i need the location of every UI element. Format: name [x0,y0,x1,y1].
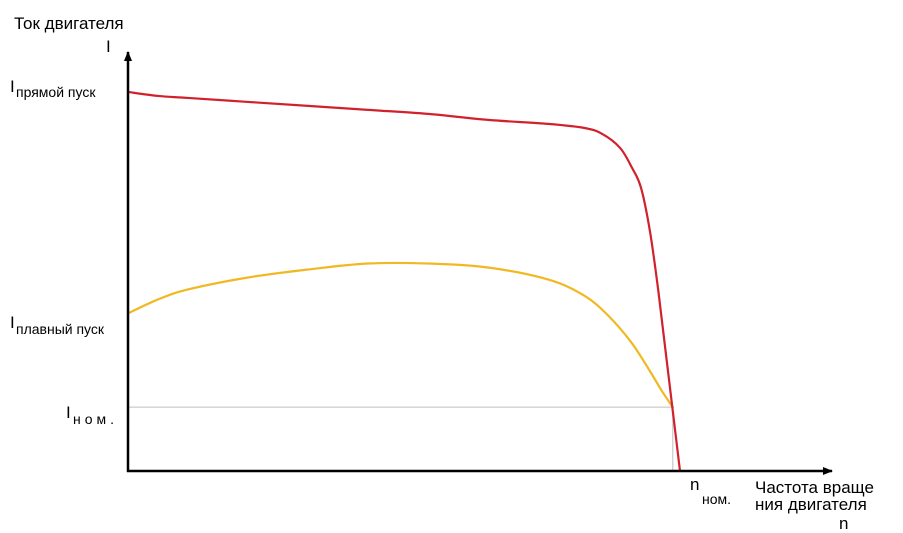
series-layer [126,90,682,473]
direct-start-current-line [126,90,682,473]
y-axis-symbol: I [106,37,111,56]
x-axis-symbol: n [839,514,848,533]
y-tick-soft-start-main: I [10,313,15,332]
x-axis-title-line1: Частота враще [755,478,874,497]
x-tick-nominal-main: n [690,475,699,494]
x-tick-nominal-sub: ном. [702,491,731,507]
y-tick-soft-start-sub: плавный пуск [16,321,105,337]
x-axis-title-line2: ния двигателя [755,495,867,514]
soft-start-current-line [126,261,674,409]
y-tick-direct-start-main: I [10,77,15,96]
y-tick-nominal-sub: ном. [73,411,118,427]
y-tick-direct-start-sub: прямой пуск [16,84,96,100]
y-axis-title: Ток двигателя [14,14,124,33]
y-tick-nominal-main: I [66,403,71,422]
